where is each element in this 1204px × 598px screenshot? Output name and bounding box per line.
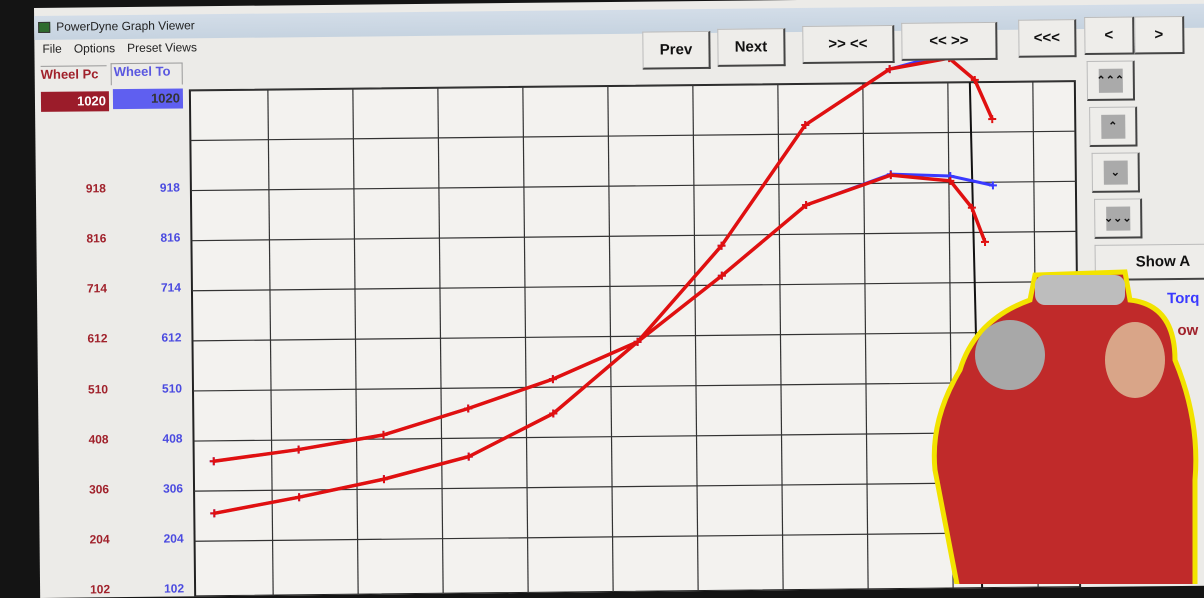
far-left-button[interactable]: <<< [1018,19,1077,58]
show-all-button[interactable]: Show A [1094,243,1204,281]
data-point-marker [886,171,895,180]
plot-area [188,80,1082,598]
scroll-bottom-button[interactable]: ⌄⌄⌄ [1094,198,1143,239]
chevron-down-icon: ⌄ [1103,160,1128,185]
grid-line-vertical [777,84,784,591]
series-line [213,56,994,516]
grid-line-vertical [267,89,274,596]
grid-line-horizontal [193,381,1078,392]
data-point-marker [210,509,219,518]
scroll-up-button[interactable]: ⌃ [1089,106,1138,147]
grid-line-vertical [522,86,529,593]
data-point-marker [379,430,388,439]
data-point-marker [633,337,642,346]
zoom-in-button[interactable]: >> << [802,24,895,64]
data-point-marker [801,120,810,129]
data-point-marker [717,241,726,250]
data-point-marker [717,271,726,280]
scroll-top-button[interactable]: ⌃⌃⌃ [1086,60,1136,101]
data-point-marker [885,65,894,74]
grid-line-vertical [692,85,699,592]
grid-line-vertical [862,83,869,590]
series-line [213,173,987,463]
data-point-marker [980,237,990,246]
right-button[interactable]: > [1134,15,1185,55]
grid-line-horizontal [190,180,1076,192]
torque-legend: Torq [1167,289,1200,308]
data-point-marker [970,75,979,84]
data-point-marker [988,181,997,190]
prev-button[interactable]: Prev [642,30,711,70]
data-point-marker [379,475,388,484]
data-point-marker [946,176,955,185]
data-point-marker [464,404,473,413]
triple-chevron-up-icon: ⌃⌃⌃ [1096,68,1124,93]
grid-line-vertical [607,85,614,592]
data-point-marker [549,409,558,418]
graph-viewer-window: PowerDyne Graph Viewer File Options Pres… [34,0,1204,598]
left-button[interactable]: < [1084,16,1135,56]
data-point-marker [209,457,218,466]
power-legend: ow [1177,321,1199,340]
grid-line-horizontal [190,130,1076,142]
data-point-marker [967,203,976,212]
dyno-chart [188,46,1082,598]
scroll-down-button[interactable]: ⌄ [1091,152,1140,193]
grid-line-horizontal [193,431,1079,442]
data-point-marker [294,445,303,454]
data-point-marker [988,115,997,124]
chevron-up-icon: ⌃ [1100,114,1125,139]
grid-line-horizontal [189,80,1075,91]
grid-line-horizontal [192,330,1078,342]
grid-line-vertical [437,87,444,594]
triple-chevron-down-icon: ⌄⌄⌄ [1104,206,1132,231]
zoom-out-button[interactable]: << >> [901,21,998,61]
data-point-marker [295,493,304,502]
data-point-marker [548,375,557,384]
next-button[interactable]: Next [717,28,786,67]
grid-line-vertical [352,88,359,595]
grid-line-horizontal [191,280,1077,292]
data-point-marker [802,201,811,210]
grid-line-horizontal [191,230,1077,242]
data-point-marker [464,452,473,461]
